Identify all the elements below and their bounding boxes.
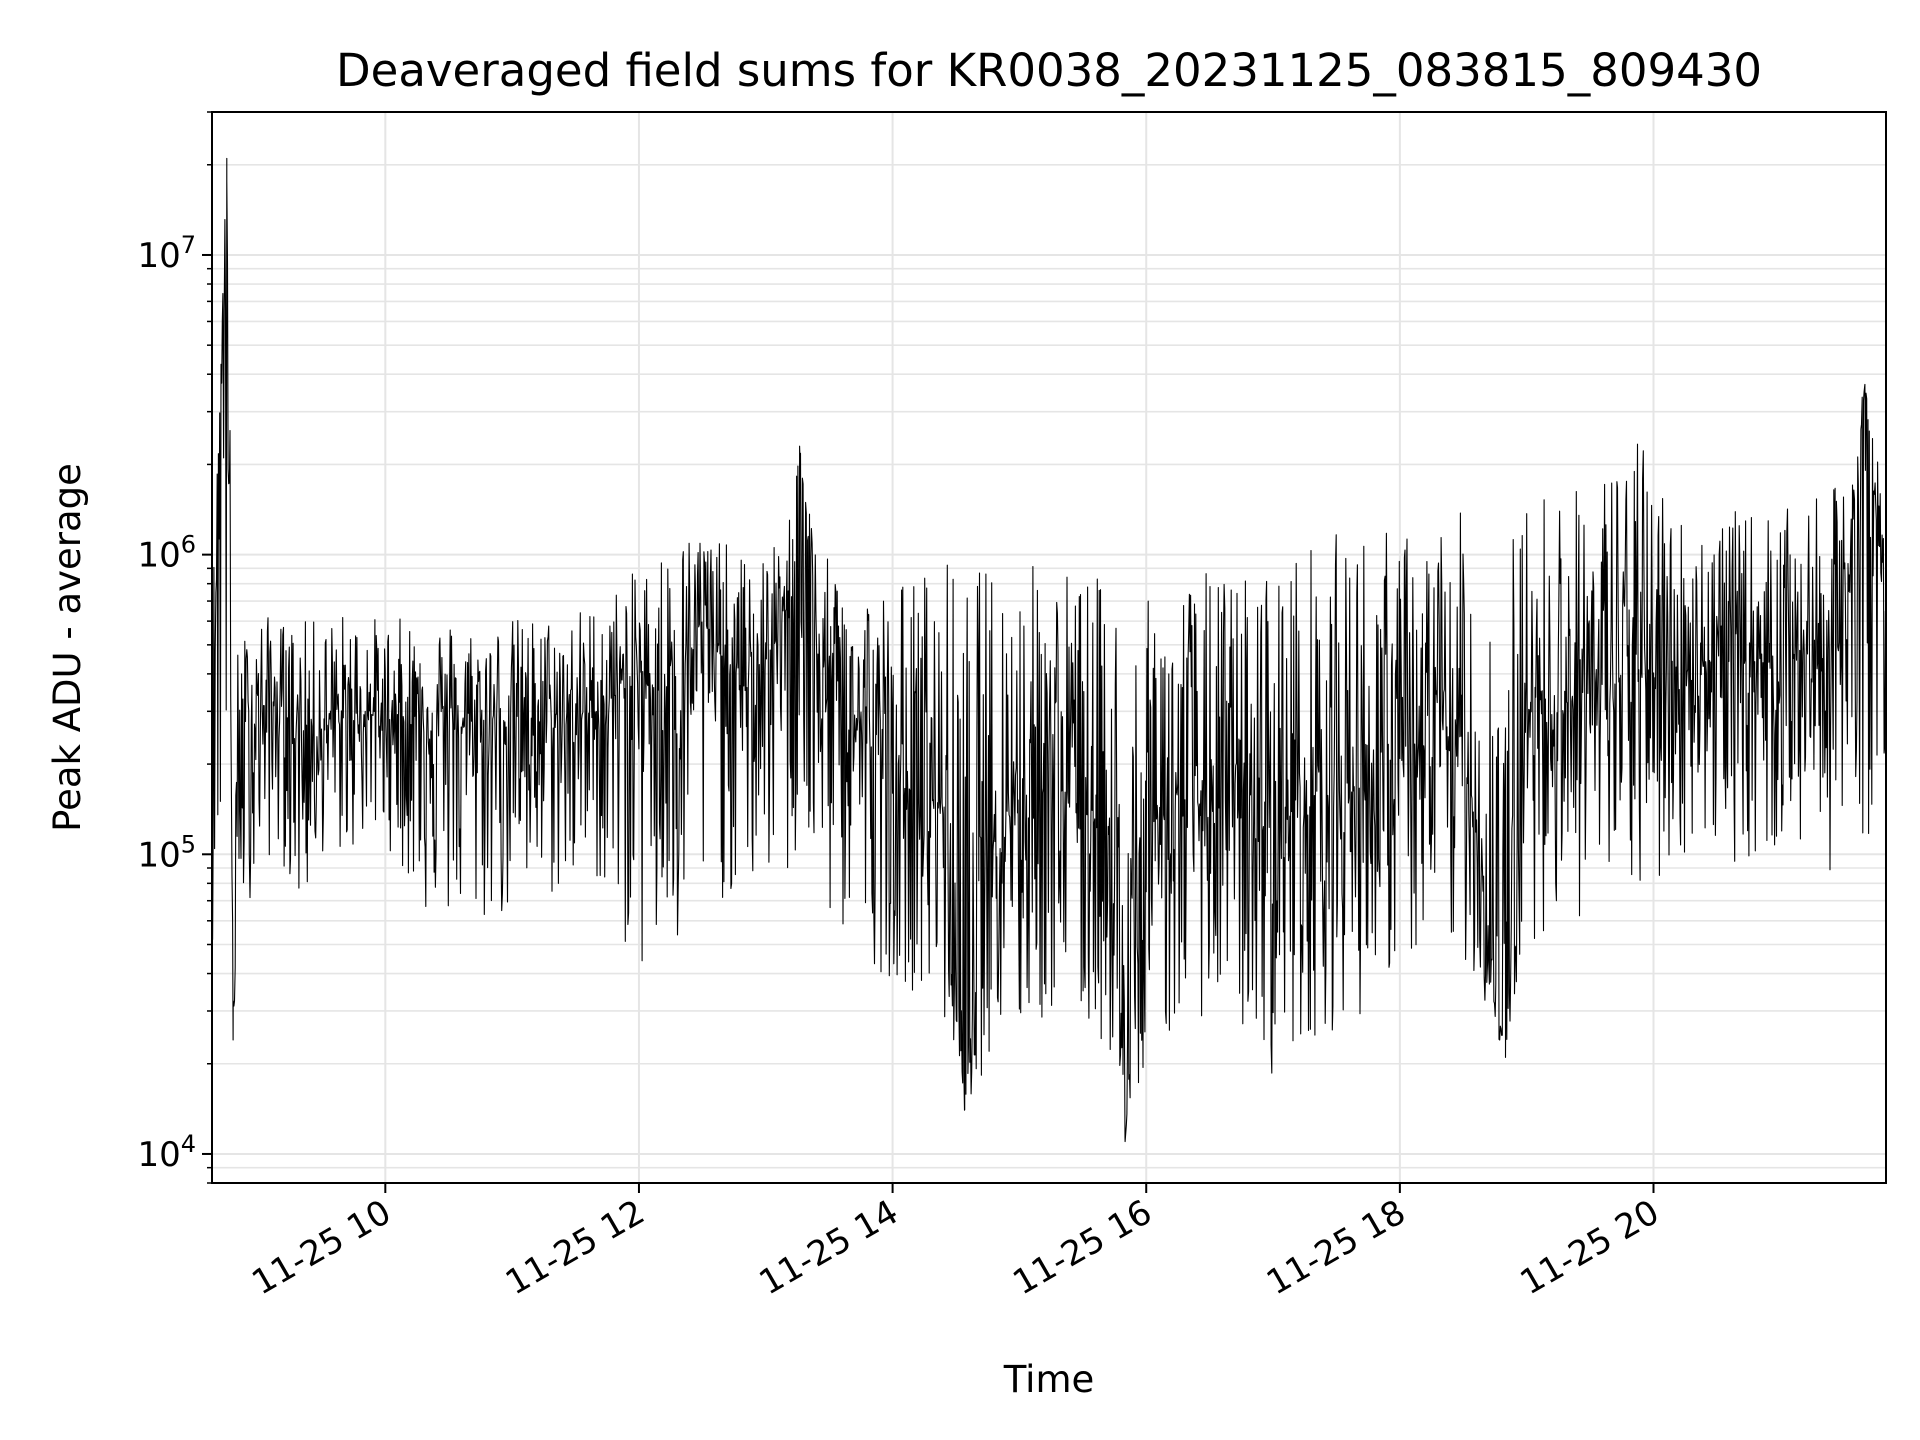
- data-series: [211, 157, 1887, 1143]
- plot-frame: [211, 111, 1887, 1184]
- y-tick-label: 104: [137, 1130, 196, 1175]
- y-tick-label: 106: [137, 531, 196, 576]
- y-tick-label: 107: [137, 231, 196, 276]
- x-axis-title: Time: [1003, 1358, 1095, 1401]
- chart-title: Deaveraged field sums for KR0038_2023112…: [336, 44, 1762, 97]
- y-tick-label: 105: [137, 830, 196, 875]
- y-axis-title: Peak ADU - average: [46, 463, 89, 832]
- series-line: [211, 157, 1887, 1143]
